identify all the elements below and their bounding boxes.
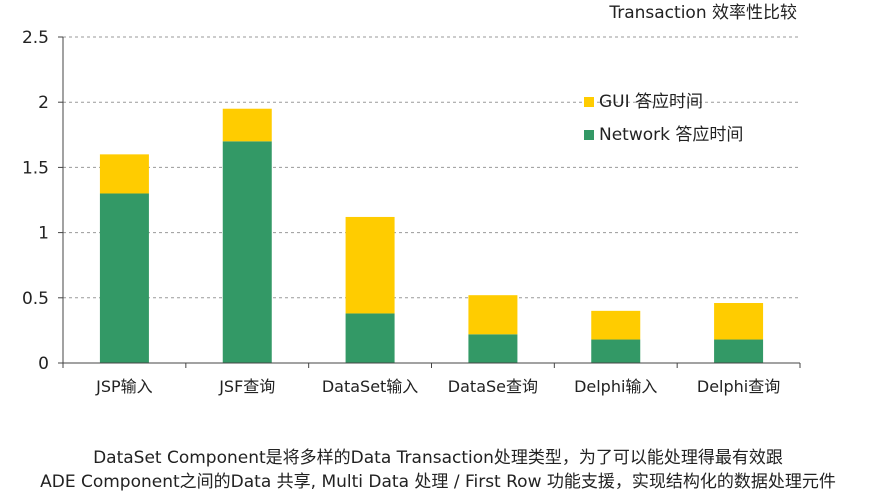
- x-tick-label-0: JSP输入: [95, 377, 153, 396]
- legend: GUI 答应时间 Network 答应时间: [584, 92, 743, 145]
- x-axis: JSP输入 JSF查询 DataSet输入 DataSe查询 Delphi输入 Delph…: [62, 362, 801, 396]
- bar-network-0: [99, 193, 149, 363]
- bar-network-2: [345, 313, 395, 363]
- bar-gui-1: [222, 108, 272, 142]
- x-tick-label-3: DataSe查询: [448, 377, 538, 396]
- caption-line-2: ADE Component之间的Data 共享, Multi Data 处理 /…: [40, 472, 836, 492]
- y-tick-label-4: 2: [38, 93, 49, 113]
- y-tick-label-0: 0: [38, 354, 49, 374]
- legend-swatch-0: [584, 97, 594, 107]
- legend-label-0: GUI 答应时间: [599, 92, 703, 112]
- x-tick-label-5: Delphi查询: [697, 377, 780, 396]
- bar-network-5: [714, 339, 764, 363]
- chart-title: Transaction 效率性比较: [608, 3, 797, 23]
- bar-network-3: [468, 334, 518, 363]
- y-tick-label-1: 0.5: [22, 289, 49, 309]
- y-tick-label-2: 1: [38, 224, 49, 244]
- legend-label-1: Network 答应时间: [599, 125, 743, 145]
- bar-gui-5: [714, 303, 764, 340]
- y-axis: 0 0.5 1 1.5 2 2.5: [22, 28, 64, 374]
- legend-swatch-1: [584, 130, 594, 140]
- bar-gui-3: [468, 295, 518, 335]
- grid-lines: [63, 36, 800, 299]
- x-tick-label-4: Delphi输入: [574, 377, 657, 396]
- bars: [99, 108, 764, 363]
- y-tick-label-5: 2.5: [22, 28, 49, 48]
- x-tick-label-1: JSF查询: [218, 377, 275, 396]
- bar-network-4: [591, 339, 641, 363]
- bar-gui-0: [99, 154, 149, 194]
- caption-line-1: DataSet Component是将多样的Data Transaction处理…: [93, 448, 783, 468]
- stacked-bar-chart: Transaction 效率性比较 0 0.5 1 1.5 2 2.5 JSP输入 JSF查…: [22, 3, 801, 396]
- y-tick-label-3: 1.5: [22, 158, 49, 178]
- bar-gui-4: [591, 310, 641, 340]
- bar-network-1: [222, 141, 272, 363]
- bar-gui-2: [345, 216, 395, 314]
- x-tick-label-2: DataSet输入: [322, 377, 418, 396]
